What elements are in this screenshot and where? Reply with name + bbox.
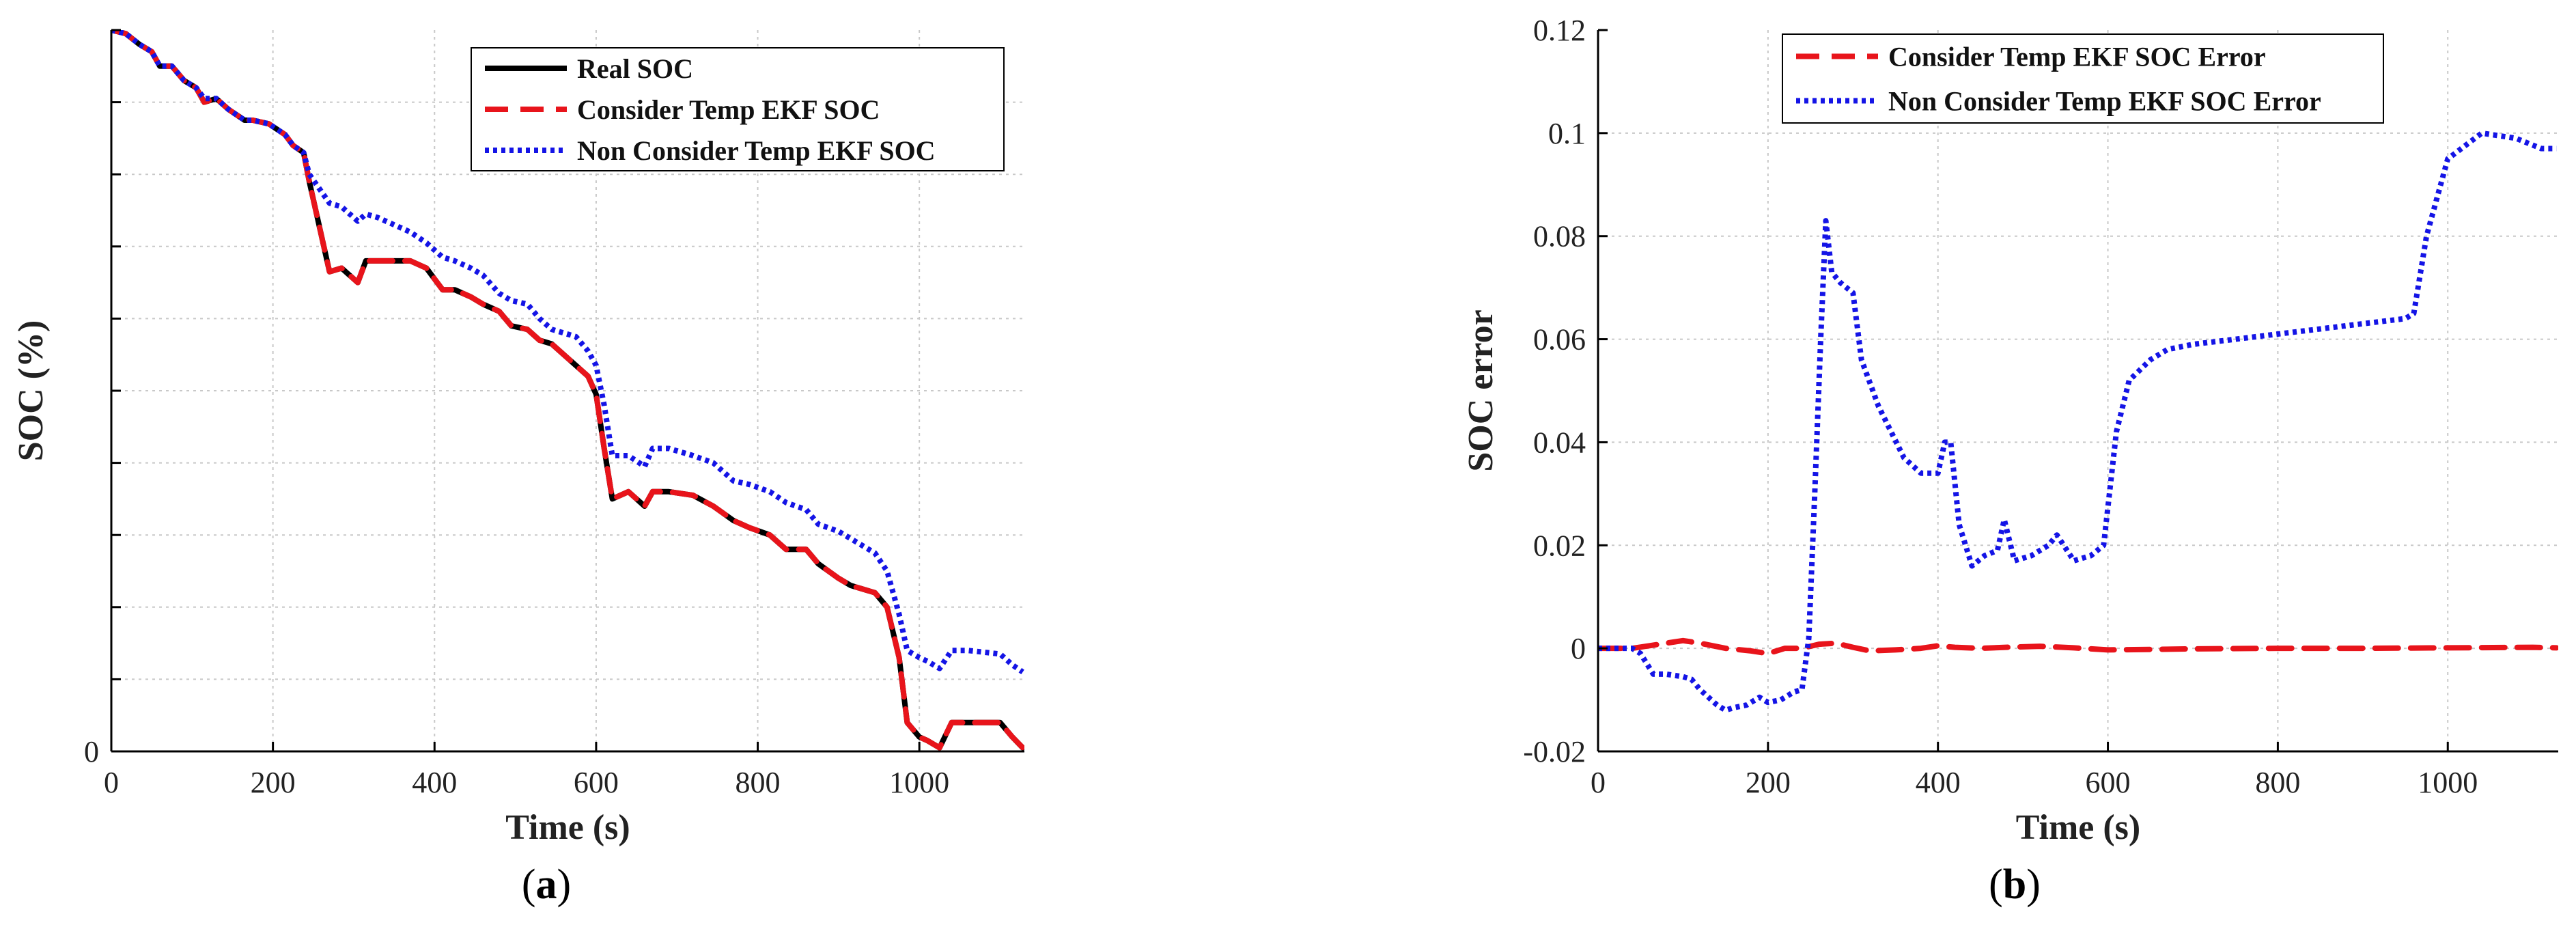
y-tick-label: 0 xyxy=(84,735,99,768)
legend: Consider Temp EKF SOC Error Non Consider … xyxy=(1782,33,2384,124)
chart-a-soc-over-time: 0 200 400 600 800 1000 0 Time (s) SOC (%) Real SO… xyxy=(12,29,1024,908)
chart-b-soc-error-over-time: 0 200 400 600 800 1000-0.0200.020.040.060.080… xyxy=(1461,14,2558,908)
legend-label: Real SOC xyxy=(577,53,693,84)
x-tick-label: 400 xyxy=(1916,766,1961,799)
legend-label: Non Consider Temp EKF SOC Error xyxy=(1888,86,2321,117)
y-axis-label: SOC (%) xyxy=(12,320,51,462)
panel-caption: (b) xyxy=(1989,861,2041,908)
panel-caption: (a) xyxy=(522,861,571,908)
grid xyxy=(111,30,1024,751)
series-group xyxy=(1598,130,2558,713)
series-line-non-consider-temp-ekf-soc xyxy=(111,30,1024,675)
y-tick-label: 0.12 xyxy=(1533,14,1586,47)
x-tick-label: 800 xyxy=(2255,766,2300,799)
legend-label: Non Consider Temp EKF SOC xyxy=(577,135,936,166)
series-group xyxy=(111,30,1024,751)
x-tick-label: 200 xyxy=(251,766,296,799)
x-tick-label: 600 xyxy=(2086,766,2131,799)
x-tick-label: 200 xyxy=(1746,766,1791,799)
x-axis-label: Time (s) xyxy=(2016,808,2140,847)
x-tick-label: 0 xyxy=(104,766,119,799)
axes: 0 200 400 600 800 1000 0 Time (s) SOC (%) xyxy=(12,29,1024,847)
y-tick-label: 0.06 xyxy=(1533,323,1586,357)
y-tick-label: 0 xyxy=(1571,632,1586,665)
x-tick-label: 800 xyxy=(736,766,781,799)
y-tick-label: 0.1 xyxy=(1548,117,1586,150)
x-tick-label: 1000 xyxy=(889,766,949,799)
y-tick-label: 0.02 xyxy=(1533,529,1586,562)
legend-label: Consider Temp EKF SOC Error xyxy=(1888,42,2266,72)
panel-caption-letter: a xyxy=(536,861,557,908)
x-tick-label: 1000 xyxy=(2418,766,2478,799)
x-axis-label: Time (s) xyxy=(505,808,630,847)
axes: 0 200 400 600 800 1000-0.0200.020.040.060.080… xyxy=(1461,14,2558,847)
x-tick-label: 400 xyxy=(412,766,457,799)
series-line-non-consider-temp-ekf-soc-error xyxy=(1598,130,2557,713)
series-line-consider-temp-ekf-soc-error xyxy=(1598,637,2558,656)
series-line-consider-temp-ekf-soc xyxy=(111,30,1024,751)
legend: Real SOC Consider Temp EKF SOC Non Conside… xyxy=(471,47,1005,171)
y-tick-label: 0.04 xyxy=(1533,426,1586,459)
x-tick-label: 600 xyxy=(574,766,619,799)
panel-caption-letter: b xyxy=(2003,861,2026,908)
y-tick-label: -0.02 xyxy=(1523,735,1586,768)
legend-label: Consider Temp EKF SOC xyxy=(577,94,880,125)
y-axis-label: SOC error xyxy=(1461,309,1500,471)
x-tick-label: 0 xyxy=(1591,766,1606,799)
legend-box xyxy=(1782,33,2384,124)
y-tick-label: 0.08 xyxy=(1533,220,1586,253)
